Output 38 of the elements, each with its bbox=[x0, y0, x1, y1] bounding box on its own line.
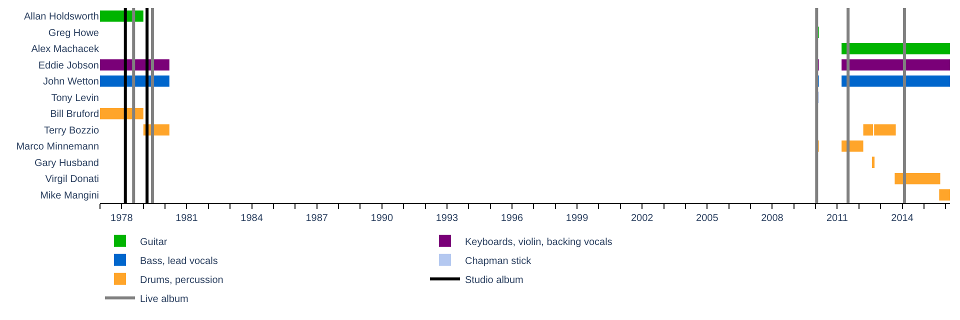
y-tick-label: Mike Mangini bbox=[40, 190, 99, 202]
y-tick-label: Allan Holdsworth bbox=[24, 12, 99, 23]
y-tick-label: Gary Husband bbox=[34, 158, 99, 169]
y-tick-label: Bill Bruford bbox=[50, 109, 99, 120]
x-tick-label: 2014 bbox=[891, 213, 914, 224]
legend-label: Studio album bbox=[465, 274, 524, 286]
x-tick-label: 2008 bbox=[761, 213, 784, 224]
bar bbox=[894, 172, 940, 184]
y-tick-label: Alex Machacek bbox=[31, 44, 100, 56]
x-tick-label: 1987 bbox=[306, 213, 328, 224]
y-tick-label: Tony Levin bbox=[51, 92, 99, 104]
bar bbox=[842, 75, 950, 87]
bar bbox=[842, 42, 950, 54]
bar bbox=[842, 59, 950, 71]
y-tick-label: Eddie Jobson bbox=[38, 60, 99, 72]
x-tick-label: 1996 bbox=[500, 213, 524, 224]
y-tick-label: Virgil Donati bbox=[45, 174, 99, 186]
legend-label: Bass, lead vocals bbox=[140, 256, 218, 267]
legend-label: Drums, percussion bbox=[140, 274, 224, 286]
x-tick-label: 1990 bbox=[370, 213, 394, 224]
legend-label: Keyboards, violin, backing vocals bbox=[465, 236, 612, 248]
bar bbox=[939, 189, 950, 201]
x-tick-label: 2002 bbox=[630, 213, 654, 224]
y-tick-label: Terry Bozzio bbox=[44, 125, 100, 136]
x-tick-label: 2005 bbox=[696, 213, 719, 224]
x-tick-label: 1981 bbox=[176, 213, 198, 224]
legend-label: Chapman stick bbox=[465, 256, 532, 267]
x-tick-label: 1999 bbox=[566, 213, 589, 224]
x-tick-label: 1978 bbox=[110, 213, 134, 224]
y-tick-label: John Wetton bbox=[43, 76, 99, 88]
x-tick-label: 1993 bbox=[436, 213, 458, 224]
y-tick-label: Greg Howe bbox=[48, 28, 100, 39]
legend-label: Live album bbox=[140, 294, 188, 305]
y-tick-label: Marco Minnemann bbox=[16, 142, 99, 153]
x-tick-label: 2011 bbox=[826, 213, 848, 224]
x-tick-label: 1984 bbox=[240, 213, 264, 224]
legend-label: Guitar bbox=[140, 236, 168, 248]
bar bbox=[872, 156, 875, 168]
